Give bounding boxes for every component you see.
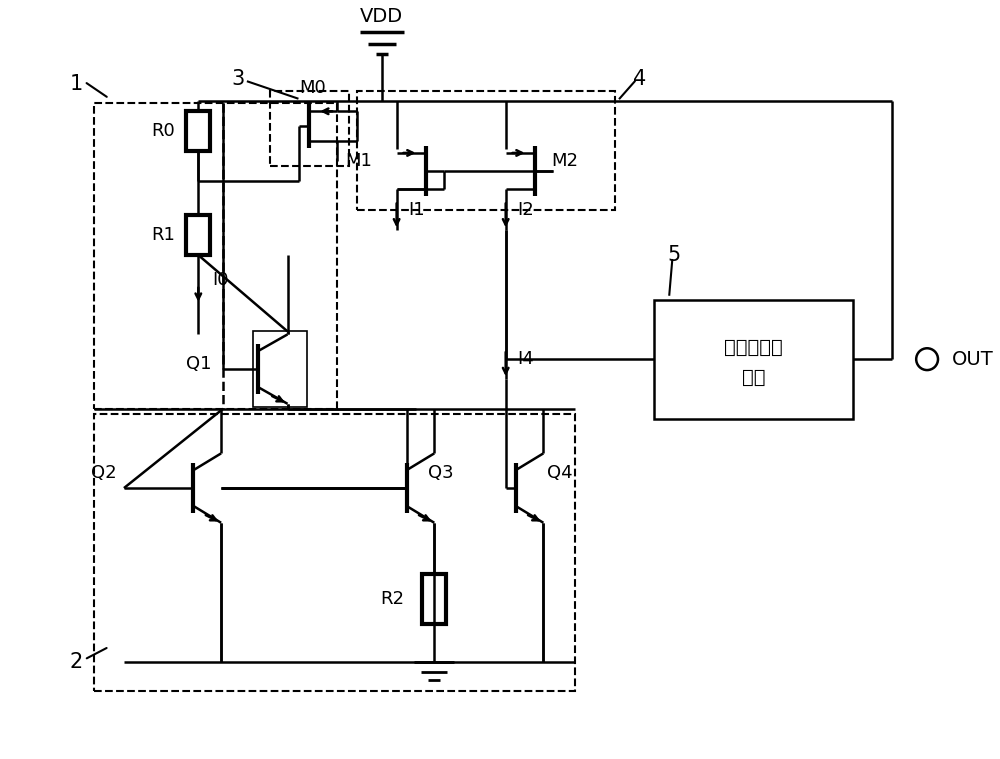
Text: Q4: Q4	[547, 465, 573, 482]
Text: R2: R2	[381, 591, 405, 608]
Text: I2: I2	[517, 201, 534, 219]
Text: 1: 1	[70, 74, 83, 93]
Bar	[654, 300, 853, 419]
Text: M1: M1	[346, 152, 372, 170]
Text: 2: 2	[70, 651, 83, 672]
Bar	[186, 216, 210, 255]
Text: 5: 5	[668, 245, 681, 265]
Text: 3: 3	[231, 68, 245, 89]
Bar	[94, 414, 575, 691]
Text: Q1: Q1	[186, 355, 211, 373]
Text: I1: I1	[408, 201, 425, 219]
Text: 输出与整形: 输出与整形	[724, 338, 783, 357]
Text: VDD: VDD	[360, 7, 403, 26]
Text: 4: 4	[633, 68, 646, 89]
Bar	[253, 332, 307, 407]
Text: M0: M0	[299, 80, 326, 97]
Text: R0: R0	[152, 122, 175, 140]
Bar	[422, 575, 446, 624]
Text: M2: M2	[552, 152, 579, 170]
Text: I4: I4	[517, 350, 534, 368]
Text: Q3: Q3	[428, 465, 454, 482]
Text: OUT: OUT	[952, 350, 994, 369]
Text: R1: R1	[152, 226, 176, 244]
Text: Q2: Q2	[91, 465, 117, 482]
Text: I0: I0	[212, 271, 228, 289]
Bar	[186, 112, 210, 151]
Bar	[357, 91, 615, 210]
Text: 模块: 模块	[742, 367, 765, 386]
Bar	[94, 103, 337, 409]
Bar	[270, 91, 349, 165]
